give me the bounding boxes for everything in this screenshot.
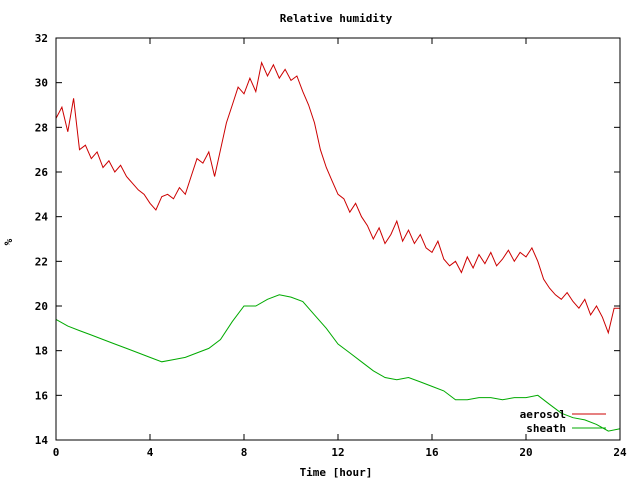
x-tick-label: 8: [241, 446, 248, 459]
y-tick-label: 16: [35, 389, 49, 402]
x-axis: 0 4 8 12 16 20 24: [53, 38, 627, 459]
chart-title: Relative humidity: [280, 12, 393, 25]
y-axis: 14 16 18 20 22 24 26 28 30 32: [35, 32, 620, 447]
legend-label-aerosol: aerosol: [520, 408, 566, 421]
series-layer: [55, 60, 621, 432]
plot-frame: [55, 37, 621, 441]
y-axis-label: %: [2, 238, 15, 245]
y-tick-label: 18: [35, 345, 48, 358]
y-tick-label: 26: [35, 166, 49, 179]
y-tick-label: 14: [35, 434, 49, 447]
y-tick-label: 28: [35, 121, 48, 134]
legend-label-sheath: sheath: [526, 422, 566, 435]
x-tick-label: 16: [425, 446, 439, 459]
x-tick-label: 20: [519, 446, 532, 459]
x-tick-label: 4: [147, 446, 154, 459]
x-tick-label: 12: [331, 446, 344, 459]
series-line-sheath: [55, 294, 621, 432]
y-tick-label: 24: [35, 211, 49, 224]
y-tick-label: 20: [35, 300, 48, 313]
x-tick-label: 0: [53, 446, 60, 459]
x-axis-label: Time [hour]: [300, 466, 373, 479]
y-tick-label: 22: [35, 255, 48, 268]
y-tick-label: 30: [35, 77, 48, 90]
series-line-aerosol: [55, 60, 620, 335]
x-tick-label: 24: [613, 446, 627, 459]
y-tick-label: 32: [35, 32, 48, 45]
